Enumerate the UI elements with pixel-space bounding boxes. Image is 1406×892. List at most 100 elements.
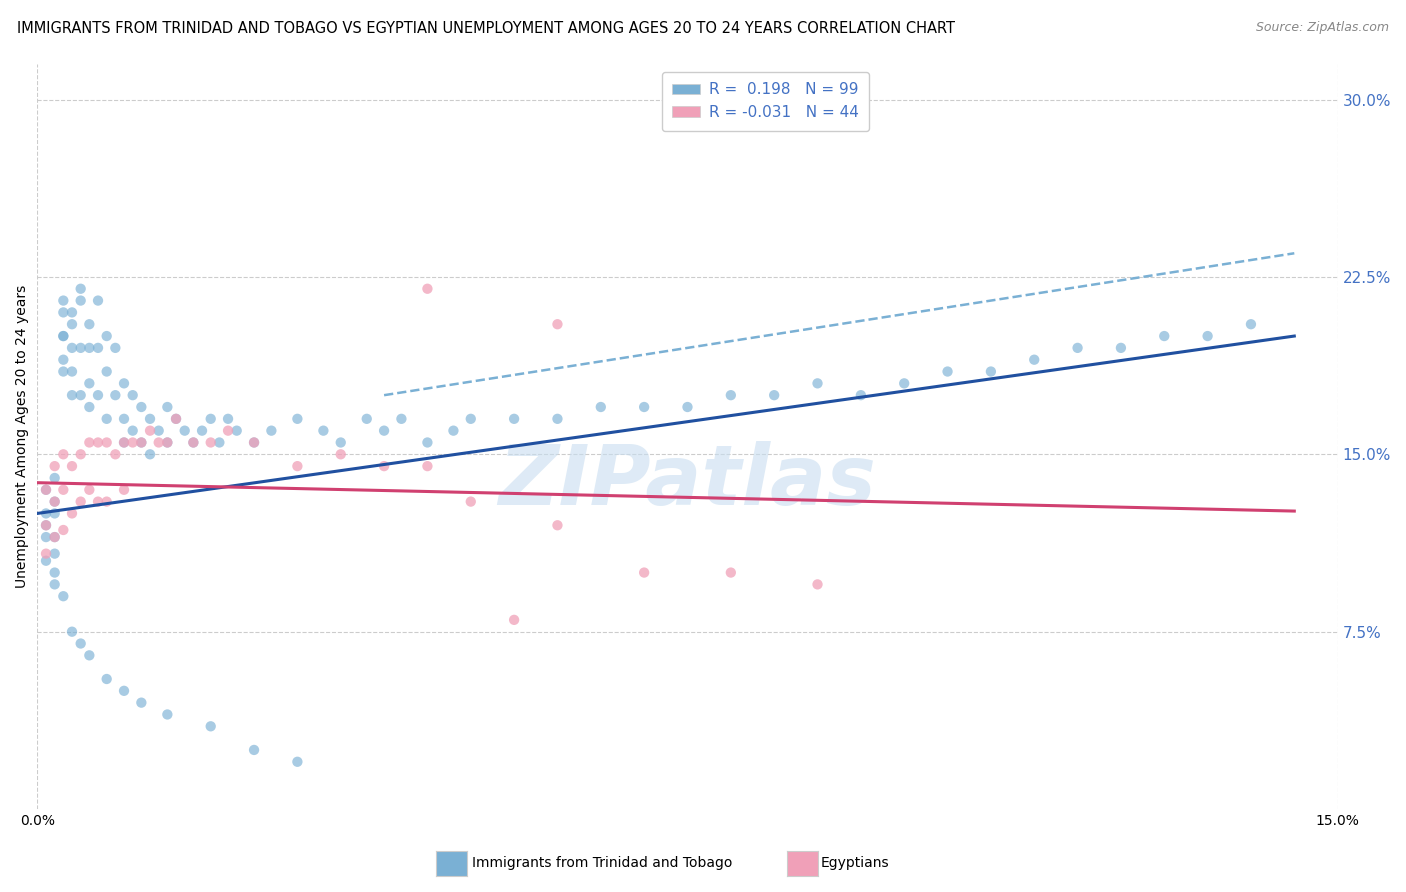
- Point: [148, 435, 170, 450]
- Point: [44, 507, 66, 521]
- Point: [79, 317, 101, 331]
- Point: [96, 494, 118, 508]
- Point: [87, 388, 110, 402]
- Point: [1066, 341, 1088, 355]
- Point: [329, 447, 352, 461]
- Point: [112, 435, 135, 450]
- Text: Source: ZipAtlas.com: Source: ZipAtlas.com: [1256, 21, 1389, 34]
- Point: [156, 400, 179, 414]
- Point: [44, 459, 66, 474]
- Point: [589, 400, 612, 414]
- Point: [546, 317, 568, 331]
- Point: [69, 293, 91, 308]
- Point: [52, 483, 75, 497]
- Y-axis label: Unemployment Among Ages 20 to 24 years: Unemployment Among Ages 20 to 24 years: [15, 285, 30, 588]
- Point: [35, 518, 58, 533]
- Point: [35, 554, 58, 568]
- Point: [373, 424, 395, 438]
- Point: [183, 435, 205, 450]
- Point: [356, 412, 378, 426]
- Point: [52, 329, 75, 343]
- Point: [936, 365, 959, 379]
- Point: [104, 447, 127, 461]
- Point: [44, 494, 66, 508]
- Point: [112, 376, 135, 391]
- Point: [720, 566, 742, 580]
- Point: [60, 507, 83, 521]
- Point: [1197, 329, 1219, 343]
- Point: [806, 376, 828, 391]
- Point: [52, 523, 75, 537]
- Point: [79, 376, 101, 391]
- Point: [79, 483, 101, 497]
- Point: [69, 447, 91, 461]
- Point: [287, 412, 309, 426]
- Point: [35, 483, 58, 497]
- Point: [79, 435, 101, 450]
- Point: [287, 755, 309, 769]
- Text: IMMIGRANTS FROM TRINIDAD AND TOBAGO VS EGYPTIAN UNEMPLOYMENT AMONG AGES 20 TO 24: IMMIGRANTS FROM TRINIDAD AND TOBAGO VS E…: [17, 21, 955, 36]
- Point: [139, 424, 162, 438]
- Point: [60, 365, 83, 379]
- Point: [44, 471, 66, 485]
- Point: [676, 400, 699, 414]
- Point: [217, 412, 239, 426]
- Point: [52, 352, 75, 367]
- Point: [200, 435, 222, 450]
- Point: [69, 282, 91, 296]
- Point: [35, 507, 58, 521]
- Point: [79, 648, 101, 663]
- Point: [287, 459, 309, 474]
- Point: [173, 424, 195, 438]
- Point: [121, 388, 143, 402]
- Point: [60, 341, 83, 355]
- Point: [104, 341, 127, 355]
- Point: [391, 412, 413, 426]
- Point: [165, 412, 187, 426]
- Point: [60, 388, 83, 402]
- Point: [35, 518, 58, 533]
- Point: [200, 412, 222, 426]
- Point: [373, 459, 395, 474]
- Point: [52, 305, 75, 319]
- Point: [87, 293, 110, 308]
- Point: [416, 459, 439, 474]
- Point: [52, 589, 75, 603]
- Point: [139, 447, 162, 461]
- Point: [156, 435, 179, 450]
- Text: ZIPatlas: ZIPatlas: [499, 441, 876, 522]
- Point: [893, 376, 915, 391]
- Point: [329, 435, 352, 450]
- Point: [225, 424, 247, 438]
- Point: [131, 435, 153, 450]
- Point: [139, 412, 162, 426]
- Point: [104, 388, 127, 402]
- Point: [52, 365, 75, 379]
- Point: [183, 435, 205, 450]
- Point: [156, 707, 179, 722]
- Point: [1240, 317, 1263, 331]
- Point: [112, 683, 135, 698]
- Point: [69, 636, 91, 650]
- Point: [44, 530, 66, 544]
- Point: [121, 435, 143, 450]
- Point: [1024, 352, 1046, 367]
- Point: [96, 435, 118, 450]
- Point: [1153, 329, 1175, 343]
- Point: [52, 447, 75, 461]
- Point: [1109, 341, 1132, 355]
- Text: Egyptians: Egyptians: [821, 856, 890, 871]
- Point: [980, 365, 1002, 379]
- Point: [52, 293, 75, 308]
- Point: [217, 424, 239, 438]
- Point: [44, 530, 66, 544]
- Point: [44, 547, 66, 561]
- Point: [720, 388, 742, 402]
- Point: [441, 424, 464, 438]
- Point: [131, 435, 153, 450]
- Point: [35, 483, 58, 497]
- Point: [96, 412, 118, 426]
- Point: [60, 459, 83, 474]
- Point: [416, 282, 439, 296]
- Point: [79, 400, 101, 414]
